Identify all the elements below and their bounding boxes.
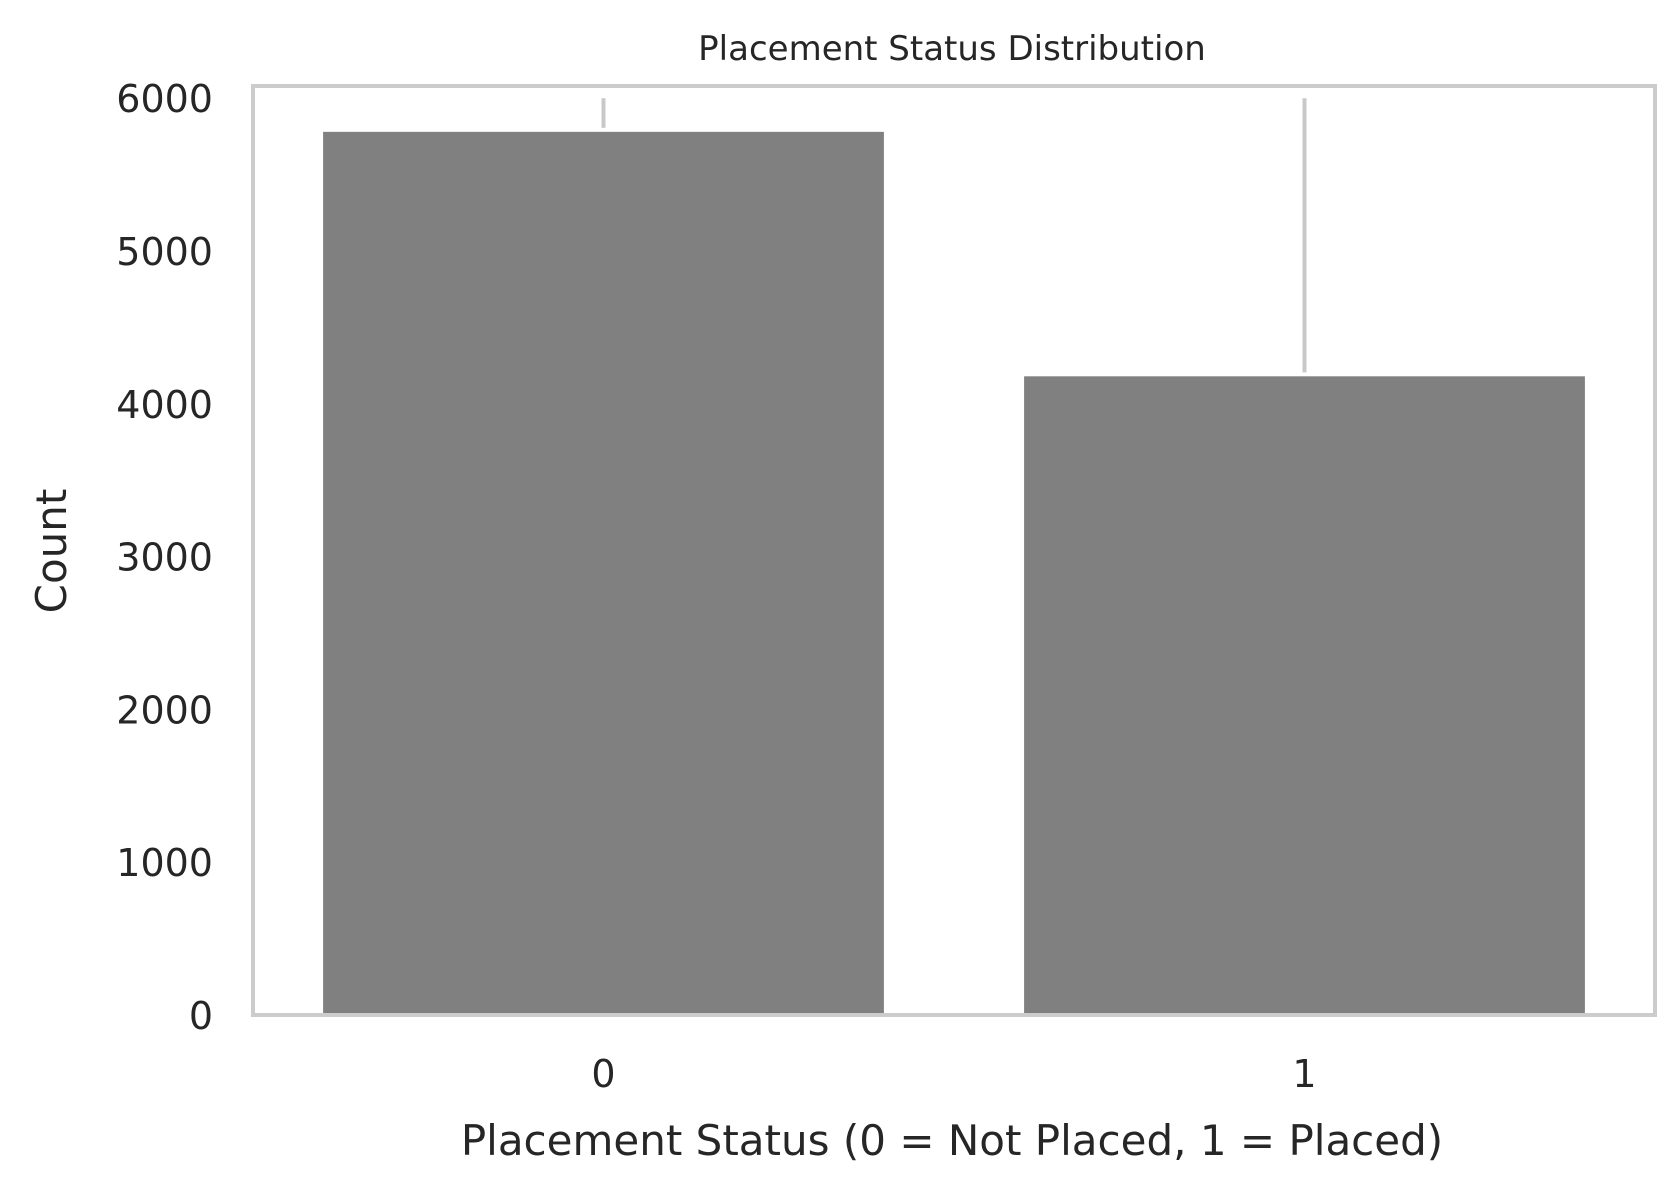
y-axis-label: Count: [27, 489, 76, 614]
y-tick-label-4000: 4000: [116, 383, 213, 427]
x-tick-label-0: 0: [591, 1052, 615, 1096]
y-tick-label-0: 0: [189, 994, 213, 1038]
bar-1: [1024, 376, 1585, 1015]
x-axis-label: Placement Status (0 = Not Placed, 1 = Pl…: [461, 1116, 1443, 1165]
y-tick-label-2000: 2000: [116, 688, 213, 732]
y-tick-label-5000: 5000: [116, 230, 213, 274]
bars-layer: [323, 131, 1585, 1016]
x-tick-label-1: 1: [1292, 1052, 1316, 1096]
error-bars-layer: [601, 98, 1307, 373]
chart-title: Placement Status Distribution: [698, 29, 1206, 69]
y-tick-label-3000: 3000: [116, 536, 213, 580]
bar-0: [323, 131, 884, 1016]
y-tick-label-1000: 1000: [116, 841, 213, 885]
y-tick-label-6000: 6000: [116, 77, 213, 121]
y-tick-labels: 0 1000 2000 3000 4000 5000 6000: [116, 77, 213, 1038]
plot-frame: [251, 84, 1657, 1017]
